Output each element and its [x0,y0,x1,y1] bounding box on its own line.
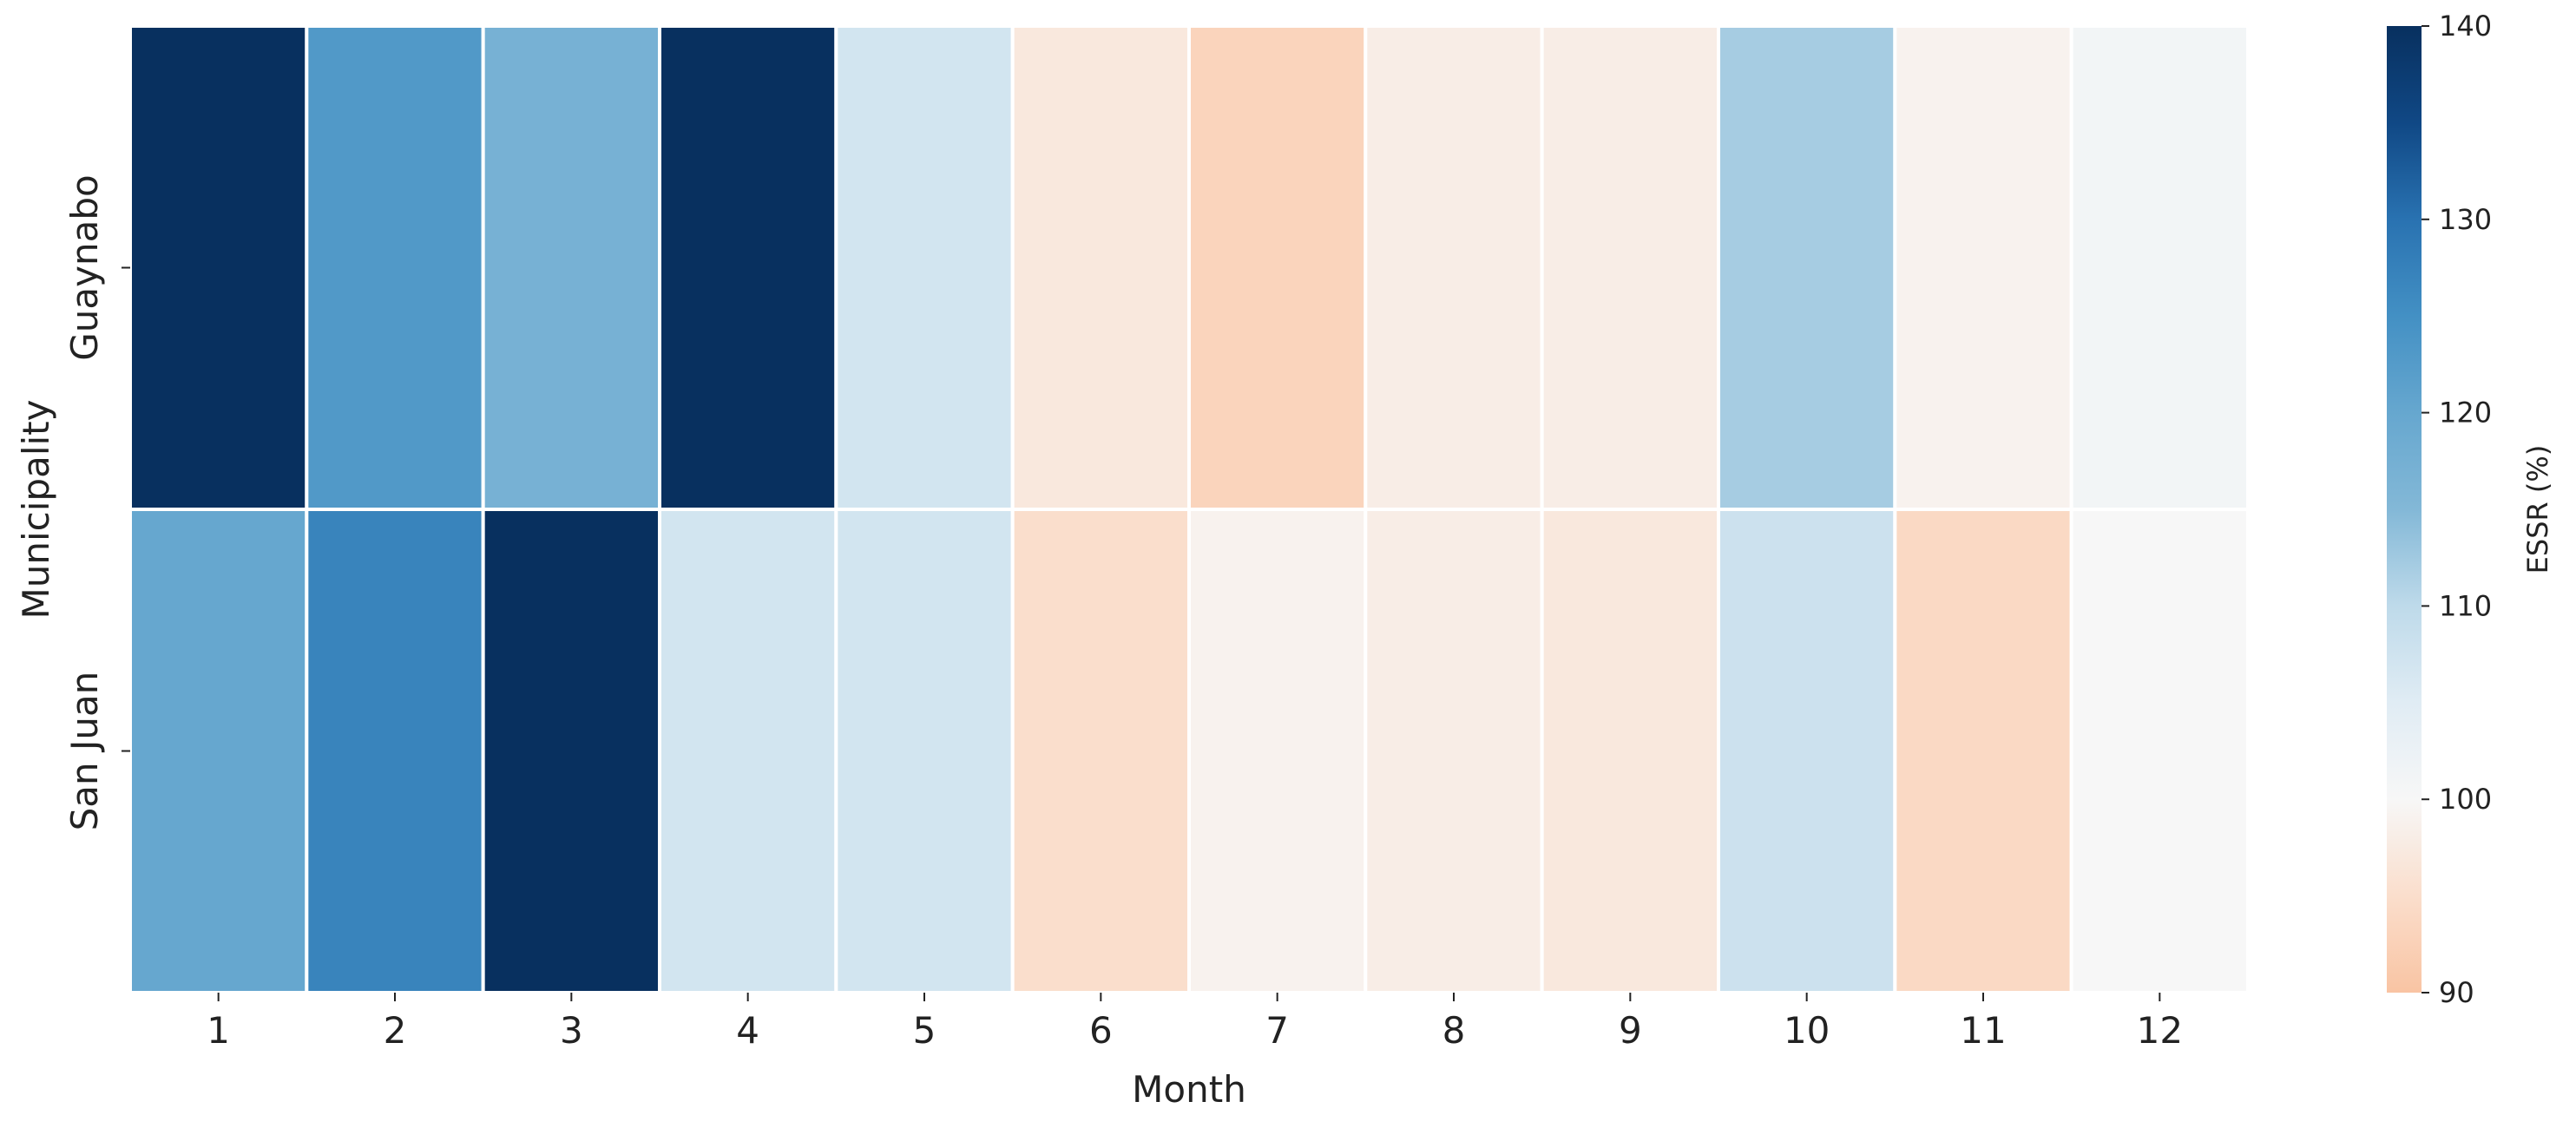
y-axis: Guaynabo San Juan Municipality [15,174,130,830]
heatmap-cell-san-juan-month-10 [1717,508,1897,994]
heatmap-cell-guaynabo-month-6 [1010,24,1191,511]
colorbar-tick-label: 130 [2439,203,2492,236]
x-tick-label: 9 [1619,1009,1642,1052]
x-tick-label: 11 [1960,1009,2006,1052]
y-axis-title: Municipality [15,400,57,620]
x-tick-label: 7 [1265,1009,1289,1052]
heatmap-cell-guaynabo-month-9 [1540,24,1720,511]
x-tick-label: 8 [1442,1009,1466,1052]
heatmap-cell-guaynabo-month-10 [1717,24,1897,511]
heatmap-cell-san-juan-month-5 [834,508,1015,994]
heatmap-cells [128,24,2251,994]
heatmap-cell-san-juan-month-9 [1540,508,1720,994]
x-axis-title: Month [1132,1068,1246,1111]
x-tick-label: 4 [736,1009,759,1052]
colorbar: 90 100 110 120 130 140 ESSR (%) [2387,10,2554,1009]
x-tick-label: 1 [207,1009,230,1052]
heatmap-cell-san-juan-month-4 [658,508,838,994]
heatmap-cell-guaynabo-month-11 [1893,24,2073,511]
x-tick-label: 5 [913,1009,936,1052]
heatmap-cell-san-juan-month-12 [2069,508,2251,994]
x-tick-label: 6 [1089,1009,1113,1052]
heatmap-cell-guaynabo-month-12 [2069,24,2251,511]
heatmap-cell-guaynabo-month-5 [834,24,1015,511]
heatmap-cell-guaynabo-month-8 [1364,24,1544,511]
heatmap-cell-san-juan-month-8 [1364,508,1544,994]
x-tick-label: 10 [1784,1009,1830,1052]
heatmap-cell-guaynabo-month-4 [658,24,838,511]
colorbar-tick-label: 110 [2439,589,2492,622]
x-tick-label: 2 [384,1009,407,1052]
heatmap-cell-guaynabo-month-7 [1187,24,1368,511]
y-tick-label: Guaynabo [63,174,106,360]
colorbar-tick-label: 120 [2439,397,2492,430]
heatmap-cell-san-juan-month-7 [1187,508,1368,994]
heatmap-cell-san-juan-month-6 [1010,508,1191,994]
heatmap-cell-san-juan-month-3 [481,508,662,994]
colorbar-tick-label: 90 [2439,976,2474,1009]
heatmap-cell-san-juan-month-2 [305,508,485,994]
heatmap-cell-guaynabo-month-3 [481,24,662,511]
x-tick-label: 3 [560,1009,583,1052]
heatmap-cell-san-juan-month-1 [128,508,309,994]
heatmap-cell-guaynabo-month-1 [128,24,309,511]
heatmap-cell-san-juan-month-11 [1893,508,2073,994]
colorbar-title: ESSR (%) [2521,445,2554,574]
colorbar-tick-label: 100 [2439,783,2492,816]
heatmap-cell-guaynabo-month-2 [305,24,485,511]
x-tick-label: 12 [2137,1009,2183,1052]
colorbar-gradient [2387,26,2422,993]
colorbar-tick-label: 140 [2439,10,2492,43]
y-tick-label: San Juan [63,672,106,831]
